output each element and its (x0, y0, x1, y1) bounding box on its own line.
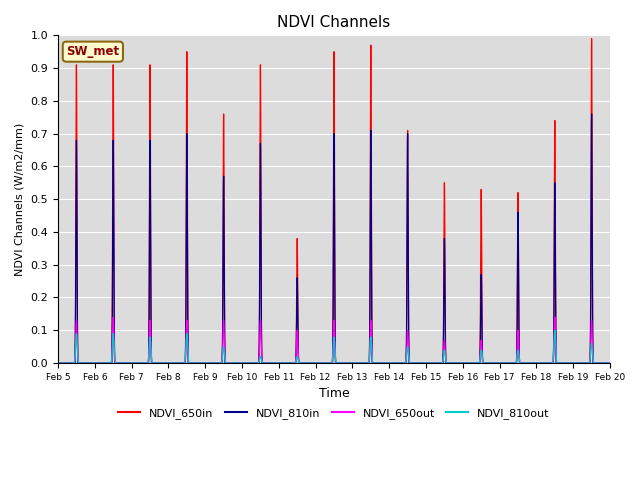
NDVI_650out (54, 360, 62, 366)
NDVI_810out (606, 360, 614, 366)
Line: NDVI_650in: NDVI_650in (58, 38, 610, 363)
NDVI_650in (458, 360, 465, 366)
NDVI_810in (606, 360, 614, 366)
NDVI_810out (458, 360, 465, 366)
Line: NDVI_810out: NDVI_810out (58, 330, 610, 363)
NDVI_810out (427, 360, 435, 366)
NDVI_810in (314, 360, 321, 366)
NDVI_650out (109, 314, 117, 320)
NDVI_650in (154, 360, 161, 366)
NDVI_810in (54, 360, 62, 366)
NDVI_810out (551, 327, 559, 333)
NDVI_650out (154, 360, 161, 366)
NDVI_650out (314, 360, 321, 366)
NDVI_650out (489, 360, 497, 366)
NDVI_650in (588, 36, 595, 41)
Title: NDVI Channels: NDVI Channels (277, 15, 390, 30)
NDVI_650out (606, 360, 614, 366)
NDVI_810in (489, 360, 497, 366)
Line: NDVI_650out: NDVI_650out (58, 317, 610, 363)
NDVI_650out (428, 360, 435, 366)
NDVI_650in (489, 360, 497, 366)
NDVI_810in (605, 360, 613, 366)
NDVI_810out (314, 360, 321, 366)
NDVI_650out (458, 360, 465, 366)
Y-axis label: NDVI Channels (W/m2/mm): NDVI Channels (W/m2/mm) (15, 122, 25, 276)
NDVI_810out (54, 360, 62, 366)
NDVI_810in (154, 360, 161, 366)
NDVI_650in (606, 360, 614, 366)
Line: NDVI_810in: NDVI_810in (58, 114, 610, 363)
Legend: NDVI_650in, NDVI_810in, NDVI_650out, NDVI_810out: NDVI_650in, NDVI_810in, NDVI_650out, NDV… (114, 403, 554, 423)
NDVI_650out (605, 360, 613, 366)
NDVI_810out (154, 360, 161, 366)
NDVI_650in (54, 360, 62, 366)
NDVI_810in (458, 360, 465, 366)
Text: SW_met: SW_met (67, 45, 120, 58)
NDVI_810out (489, 360, 497, 366)
NDVI_650in (314, 360, 321, 366)
X-axis label: Time: Time (319, 387, 349, 400)
NDVI_810in (588, 111, 595, 117)
NDVI_810in (427, 360, 435, 366)
NDVI_810out (605, 360, 613, 366)
NDVI_650in (605, 360, 613, 366)
NDVI_650in (427, 360, 435, 366)
